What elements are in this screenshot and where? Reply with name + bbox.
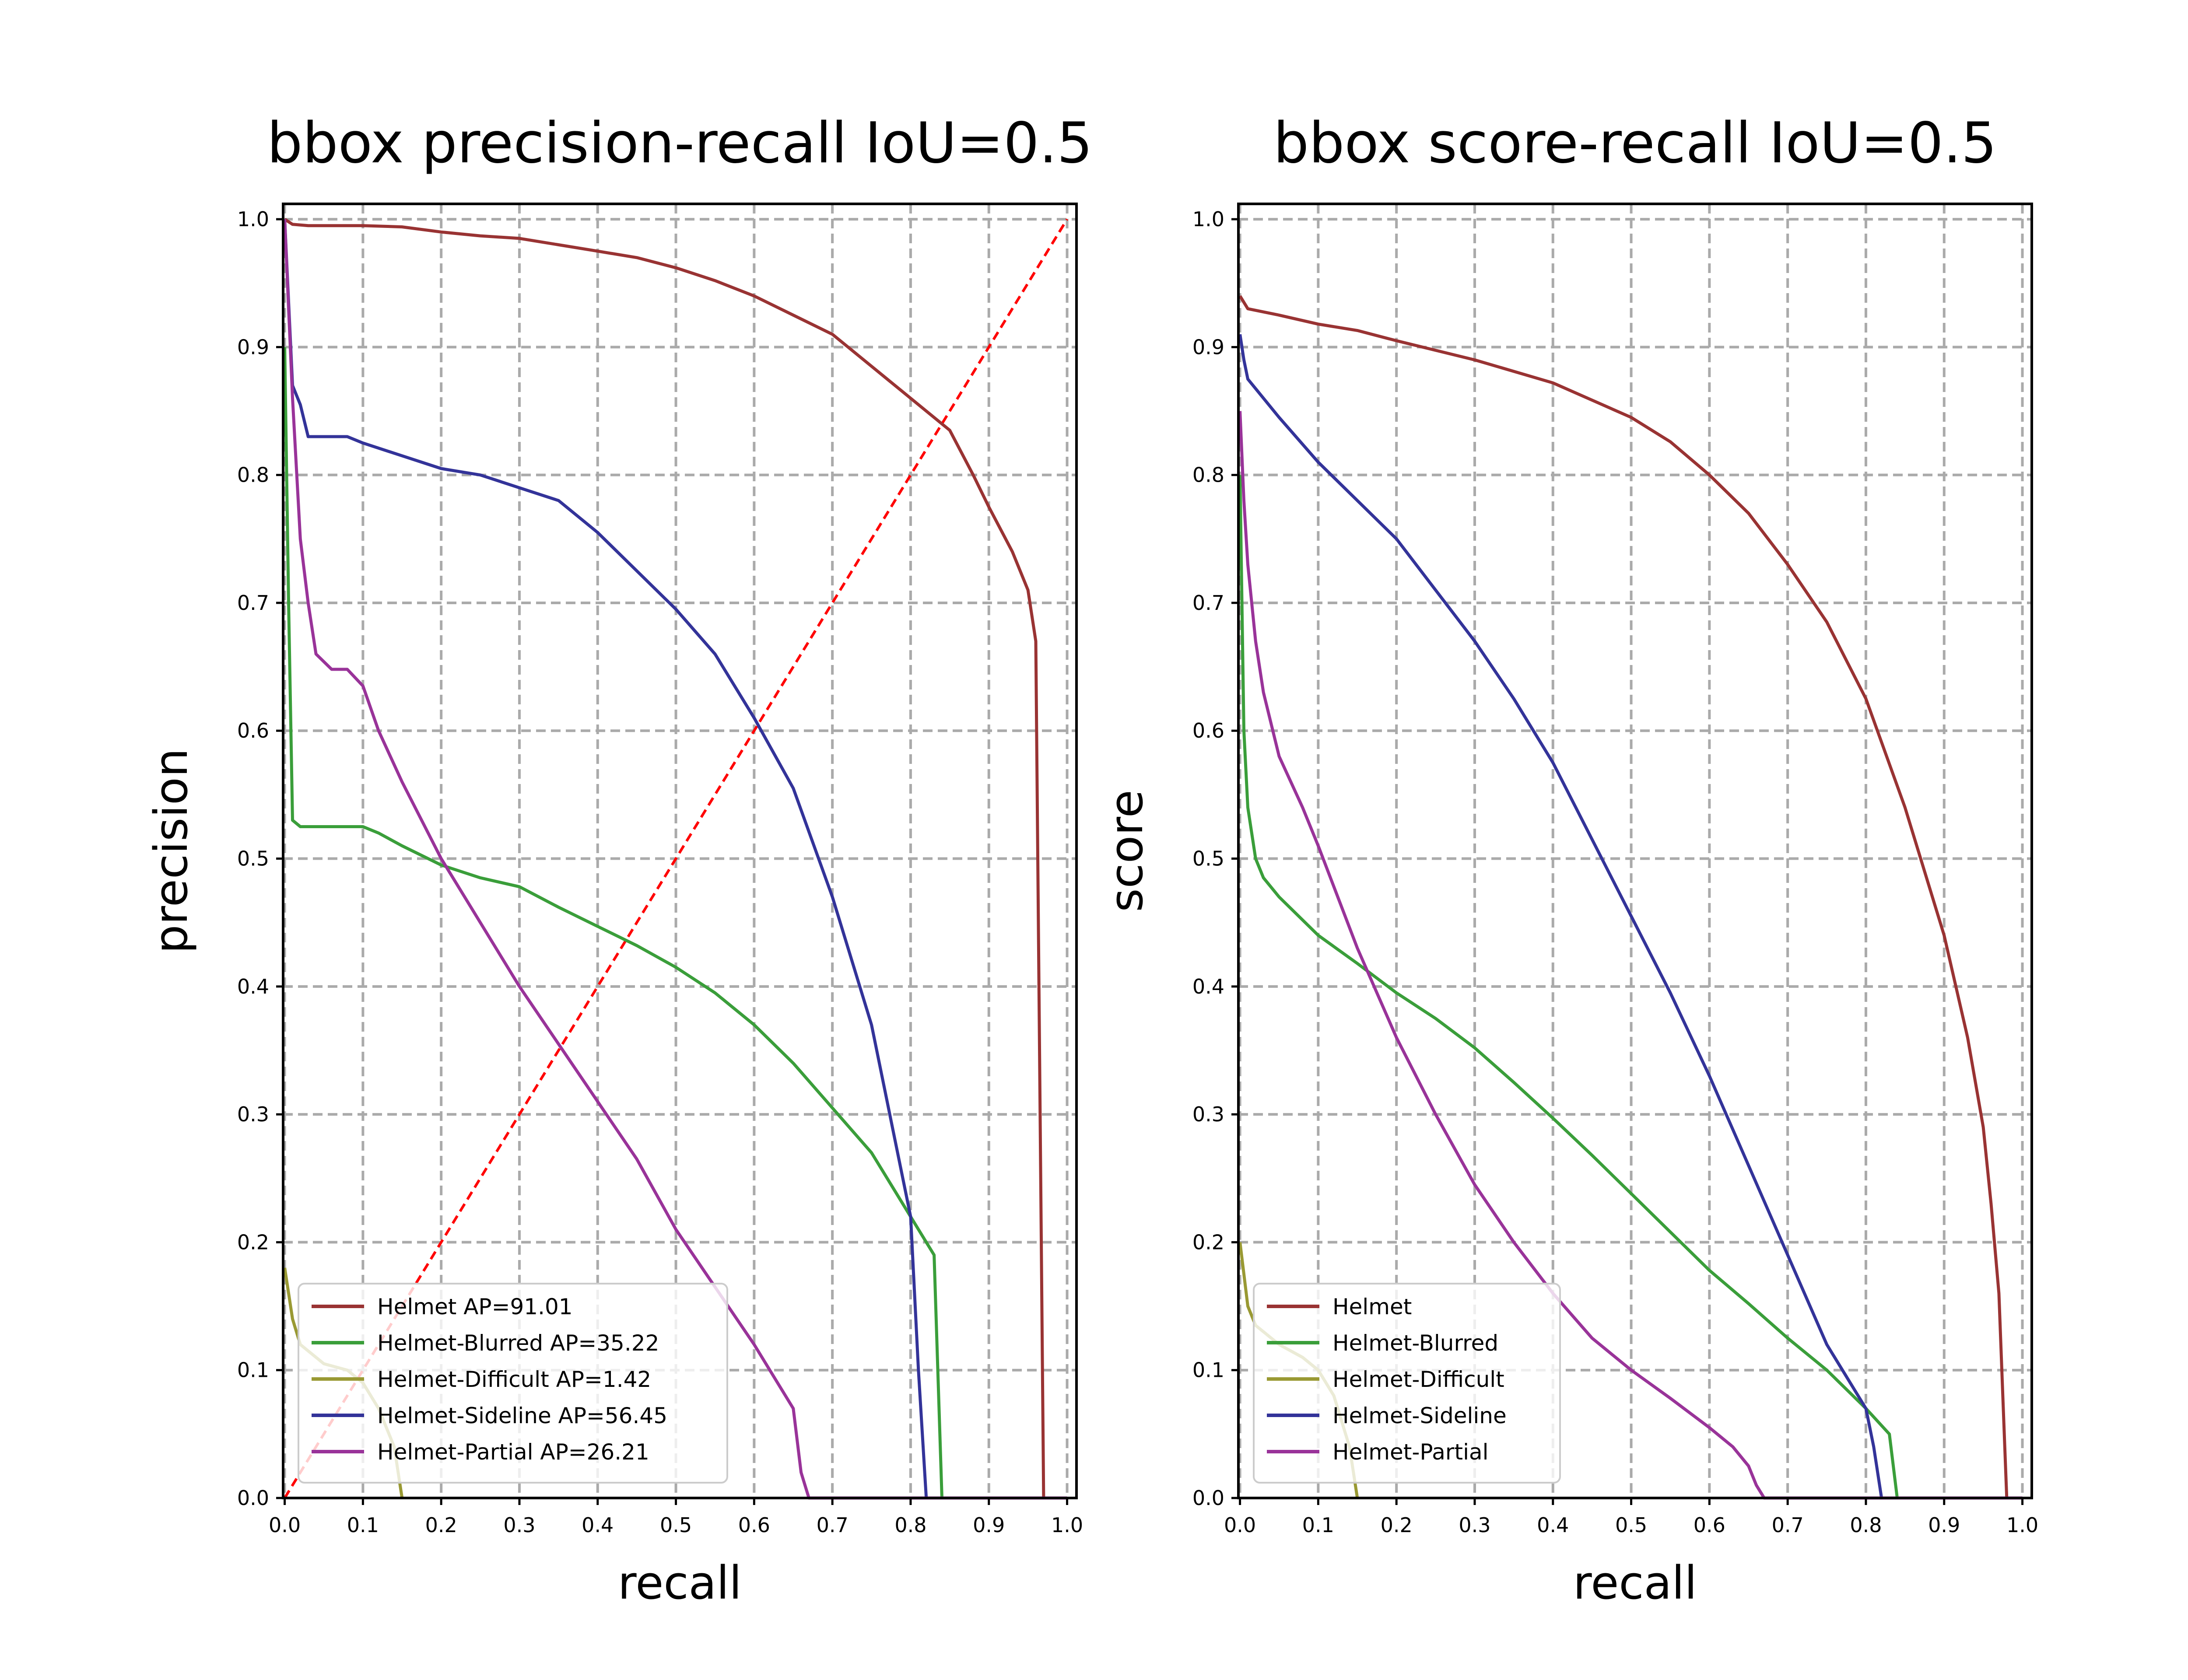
x-tick-label: 0.9: [973, 1513, 1005, 1537]
legend: Helmet Helmet-Blurred Helmet-Difficult Helm…: [1253, 1283, 1561, 1484]
x-tick-label: 0.4: [1537, 1513, 1569, 1537]
y-tick-label: 0.2: [1192, 1230, 1224, 1254]
x-axis-label: recall: [1573, 1556, 1697, 1610]
x-tick-label: 0.8: [894, 1513, 926, 1537]
x-tick-label: 0.5: [660, 1513, 692, 1537]
grid: [283, 204, 1076, 1499]
plot-frame: [1237, 203, 2033, 1499]
panel-1: bbox precision-recall IoU=0.5 0.0 0.1 0.2 0.…: [144, 111, 1093, 1610]
x-tick-label: 0.9: [1928, 1513, 1960, 1537]
y-tick-label: 0.7: [1192, 591, 1224, 615]
x-tick-label: 0.3: [503, 1513, 535, 1537]
diagonal-reference-line: [284, 218, 1069, 1499]
y-tick-label: 1.0: [1192, 207, 1224, 231]
legend-box: [1253, 1283, 1561, 1484]
legend-entry: Helmet AP=91.01: [377, 1294, 573, 1320]
x-tick-label: 0.6: [1694, 1513, 1725, 1537]
y-tick-label: 0.5: [237, 847, 269, 871]
x-tick-label: 0.8: [1850, 1513, 1882, 1537]
x-tick-label: 1.0: [1051, 1513, 1083, 1537]
y-tick-label: 0.8: [1192, 463, 1224, 487]
legend-entry: Helmet-Difficult AP=1.42: [377, 1367, 651, 1392]
y-tick-label: 0.8: [237, 463, 269, 487]
x-tick-label: 0.1: [1302, 1513, 1334, 1537]
y-tick-label: 0.2: [237, 1230, 269, 1254]
y-tick-label: 0.3: [1192, 1102, 1224, 1126]
x-tick-label: 1.0: [2006, 1513, 2038, 1537]
y-tick-label: 0.4: [1192, 975, 1224, 998]
y-axis-label: precision: [144, 748, 198, 953]
series-line-helmet-partial: [1238, 411, 2023, 1500]
x-tick-label: 0.0: [269, 1513, 301, 1537]
x-tick-label: 0.1: [347, 1513, 379, 1537]
x-tick-label: 0.5: [1615, 1513, 1647, 1537]
legend-entry: Helmet-Blurred AP=35.22: [377, 1330, 659, 1356]
x-tick-label: 0.6: [738, 1513, 770, 1537]
legend-entry: Helmet-Partial: [1332, 1439, 1489, 1465]
y-tick-label: 0.1: [237, 1358, 269, 1382]
y-tick-label: 0.9: [237, 335, 269, 359]
y-tick-label: 0.9: [1192, 335, 1224, 359]
grid: [1238, 204, 2032, 1499]
legend-entry: Helmet-Difficult: [1332, 1367, 1504, 1392]
y-tick-label: 0.3: [237, 1102, 269, 1126]
chart-title: bbox score-recall IoU=0.5: [1273, 111, 1997, 176]
x-tick-label: 0.7: [1772, 1513, 1804, 1537]
x-axis-label: recall: [618, 1556, 742, 1610]
y-tick-label: 0.5: [1192, 847, 1224, 871]
x-tick-label: 0.2: [1381, 1513, 1413, 1537]
x-tick-label: 0.4: [582, 1513, 614, 1537]
x-tick-label: 0.3: [1459, 1513, 1490, 1537]
legend-entry: Helmet-Blurred: [1332, 1330, 1498, 1356]
series-line-helmet-sideline: [283, 219, 1067, 1500]
panel-2: bbox score-recall IoU=0.5 0.0 0.1 0.2 0.3 0.4…: [1100, 111, 2038, 1610]
y-tick-label: 1.0: [237, 207, 269, 231]
series-line-helmet-blurred: [283, 347, 1067, 1500]
x-tick-label: 0.7: [817, 1513, 849, 1537]
series-line-helmet-blurred: [1238, 475, 2023, 1500]
x-tick-label: 0.2: [425, 1513, 457, 1537]
x-tick-label: 0.0: [1224, 1513, 1256, 1537]
legend-entry: Helmet-Partial AP=26.21: [377, 1439, 649, 1465]
y-tick-label: 0.0: [237, 1486, 269, 1510]
chart-title: bbox precision-recall IoU=0.5: [267, 111, 1093, 176]
y-tick-label: 0.1: [1192, 1358, 1224, 1382]
legend-entry: Helmet: [1332, 1294, 1412, 1320]
legend-box: [298, 1283, 728, 1484]
series-line-helmet-sideline: [1238, 334, 2023, 1500]
y-tick-label: 0.4: [237, 975, 269, 998]
series-line-helmet-partial: [283, 219, 1067, 1500]
legend-entry: Helmet-Sideline: [1332, 1403, 1507, 1428]
plot-frame: [282, 203, 1078, 1499]
y-tick-label: 0.7: [237, 591, 269, 615]
y-tick-label: 0.0: [1192, 1486, 1224, 1510]
y-axis-label: score: [1100, 790, 1153, 912]
y-tick-label: 0.6: [237, 719, 269, 742]
legend-entry: Helmet-Sideline AP=56.45: [377, 1403, 667, 1428]
y-tick-label: 0.6: [1192, 719, 1224, 742]
legend: Helmet AP=91.01 Helmet-Blurred AP=35.22 He…: [298, 1283, 728, 1484]
series-line-helmet: [284, 218, 1067, 1500]
series-line-helmet: [1238, 295, 2023, 1500]
